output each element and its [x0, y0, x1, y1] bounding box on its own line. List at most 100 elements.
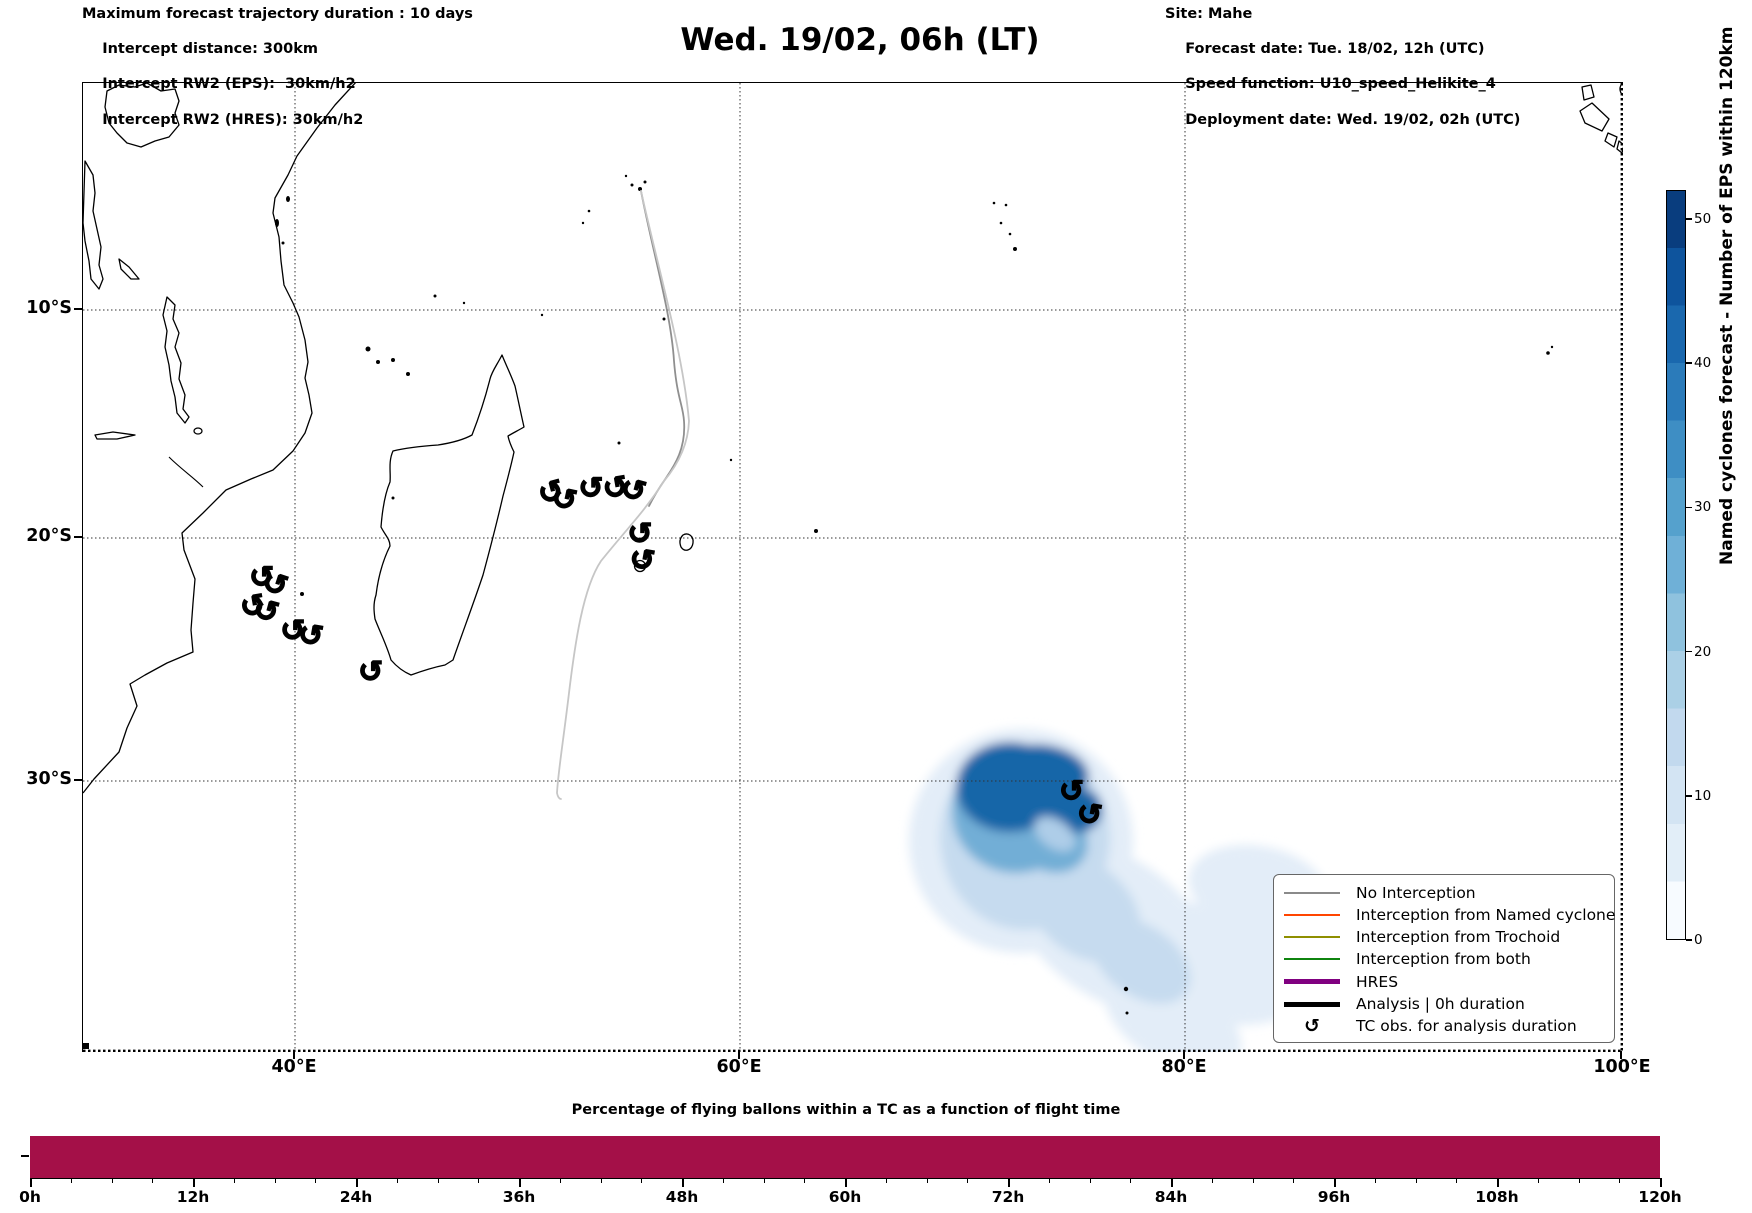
colorbar-tick: [1686, 506, 1692, 509]
legend-label: TC obs. for analysis duration: [1356, 1017, 1577, 1036]
legend-row-analysis: Analysis | 0h duration: [1284, 994, 1604, 1015]
balloon-trajectories: [556, 190, 690, 800]
colorbar-tick-label: 30: [1694, 499, 1712, 516]
x-major-tick: [30, 1178, 32, 1187]
x-minor-tick: [315, 1178, 317, 1183]
x-major-tick: [1660, 1178, 1662, 1187]
svg-text:↺: ↺: [1059, 774, 1084, 809]
legend-label: HRES: [1356, 972, 1399, 991]
sumatra-offshore-island-3: [1581, 84, 1595, 101]
x-minor-tick: [437, 1178, 439, 1183]
x-minor-tick: [1211, 1178, 1213, 1183]
lat-label-10s: 10°S: [26, 298, 72, 318]
lon-label-40e: 40°E: [271, 1057, 317, 1077]
hdr-left-line3: Intercept RW2 (EPS): 30km/h2: [102, 76, 356, 93]
x-major-tick: [519, 1178, 521, 1187]
x-major-tick: [682, 1178, 684, 1187]
hdr-left-line1: Maximum forecast trajectory duration : 1…: [82, 6, 473, 22]
colorbar-tick: [1686, 218, 1692, 220]
lake-victoria: [104, 83, 180, 148]
x-minor-tick: [559, 1178, 561, 1183]
x-minor-tick: [1578, 1178, 1580, 1183]
colorbar-tick: [1686, 650, 1692, 653]
colorbar-tick-label: 10: [1694, 787, 1712, 804]
sumatra-corner-island: [1619, 83, 1623, 97]
x-minor-tick: [1537, 1178, 1539, 1183]
colorbar-tick: [1686, 362, 1692, 364]
legend-row-hres: HRES: [1284, 971, 1604, 992]
legend-label: Interception from Named cyclone: [1356, 905, 1616, 924]
eps-density-blob: [909, 729, 1348, 1052]
lon-tick-100e: [1620, 1051, 1622, 1059]
lat-tick-10s: [74, 308, 82, 310]
x-minor-tick: [70, 1178, 72, 1183]
map-svg: ↺↺↺↺↺↺↺↺↺↺↺↺↺↺↺↺: [83, 83, 1623, 1052]
tc-obs-icon: ↺: [1304, 1015, 1320, 1038]
x-minor-tick: [926, 1178, 928, 1183]
x-tick-label: 12h: [176, 1188, 210, 1206]
x-tick-label: 84h: [1154, 1188, 1188, 1206]
x-minor-tick: [804, 1178, 806, 1183]
legend-label: No Interception: [1356, 883, 1476, 902]
x-major-tick: [1171, 1178, 1173, 1187]
svg-text:↺: ↺: [627, 541, 658, 580]
lon-label-60e: 60°E: [716, 1057, 762, 1077]
small-islands: [83, 174, 1554, 1049]
map-frame-dashed: [83, 83, 1623, 1052]
legend-label: Analysis | 0h duration: [1356, 995, 1525, 1014]
x-major-tick: [1334, 1178, 1336, 1187]
svg-text:↺: ↺: [578, 471, 603, 506]
hdr-right-line1: Site: Mahe: [1165, 6, 1253, 22]
lake-tanganyika: [83, 160, 104, 290]
x-minor-tick: [152, 1178, 154, 1183]
svg-text:↺: ↺: [249, 560, 274, 595]
legend-label: Interception from Trochoid: [1356, 928, 1561, 947]
x-minor-tick: [1456, 1178, 1458, 1183]
svg-text:↺: ↺: [600, 469, 631, 508]
colorbar-tick: [1686, 939, 1692, 941]
x-tick-label: 108h: [1475, 1188, 1519, 1206]
legend-line-olive: [1284, 936, 1340, 939]
x-minor-tick: [1374, 1178, 1376, 1183]
lat-label-30s: 30°S: [26, 769, 72, 789]
trajectory-no-interception-2: [556, 190, 690, 800]
x-major-tick: [1008, 1178, 1010, 1187]
x-minor-tick: [1130, 1178, 1132, 1183]
legend-row-named-cyclone: Interception from Named cyclone: [1284, 904, 1615, 925]
svg-text:↺: ↺: [1074, 795, 1105, 834]
bottom-chart-ytick: [21, 1155, 29, 1157]
x-tick-label: 72h: [991, 1188, 1025, 1206]
svg-text:↺: ↺: [280, 613, 305, 648]
zambezi-river: [168, 456, 204, 488]
colorbar-tick-label: 40: [1694, 355, 1712, 372]
x-minor-tick: [967, 1178, 969, 1183]
colorbar-tick-label: 20: [1694, 643, 1712, 660]
x-minor-tick: [641, 1178, 643, 1183]
x-minor-tick: [1619, 1178, 1621, 1183]
legend-line-gray: [1284, 891, 1340, 894]
lon-label-80e: 80°E: [1161, 1057, 1207, 1077]
flight-time-bar: [30, 1136, 1660, 1178]
lon-tick-60e: [738, 1051, 740, 1059]
bottom-chart-ticks: 0h 12h 24h 36h 48h 60h 72h 84h 96h 108h 120h: [19, 1178, 1682, 1208]
x-tick-label: 96h: [1317, 1188, 1351, 1206]
x-tick-label: 36h: [502, 1188, 536, 1206]
map-canvas: ↺ ↺ ↺ ↺ ↺ ↺ ↺ ↺ ↺ ↺ ↺ ↺ ↺ ↺ ↺ ↺: [82, 82, 1623, 1052]
svg-text:↺: ↺: [295, 616, 326, 655]
x-tick-label: 120h: [1638, 1188, 1682, 1206]
sumatra-offshore-island-1: [1579, 102, 1610, 132]
hdr-right-line2: Forecast date: Tue. 18/02, 12h (UTC): [1185, 41, 1485, 58]
x-minor-tick: [885, 1178, 887, 1183]
x-major-tick: [845, 1178, 847, 1187]
x-tick-label: 24h: [339, 1188, 373, 1206]
svg-text:↺: ↺: [627, 516, 652, 551]
colorbar-gradient: [1667, 191, 1685, 939]
mauritius-island: [679, 533, 694, 551]
hdr-right-line3: Speed function: U10_speed_Helikite_4: [1185, 76, 1496, 93]
x-major-tick: [193, 1178, 195, 1187]
x-minor-tick: [600, 1178, 602, 1183]
legend-row-both: Interception from both: [1284, 949, 1604, 970]
lake-chilwa: [193, 427, 203, 435]
map-legend: No Interception Interception from Named …: [1273, 874, 1615, 1043]
